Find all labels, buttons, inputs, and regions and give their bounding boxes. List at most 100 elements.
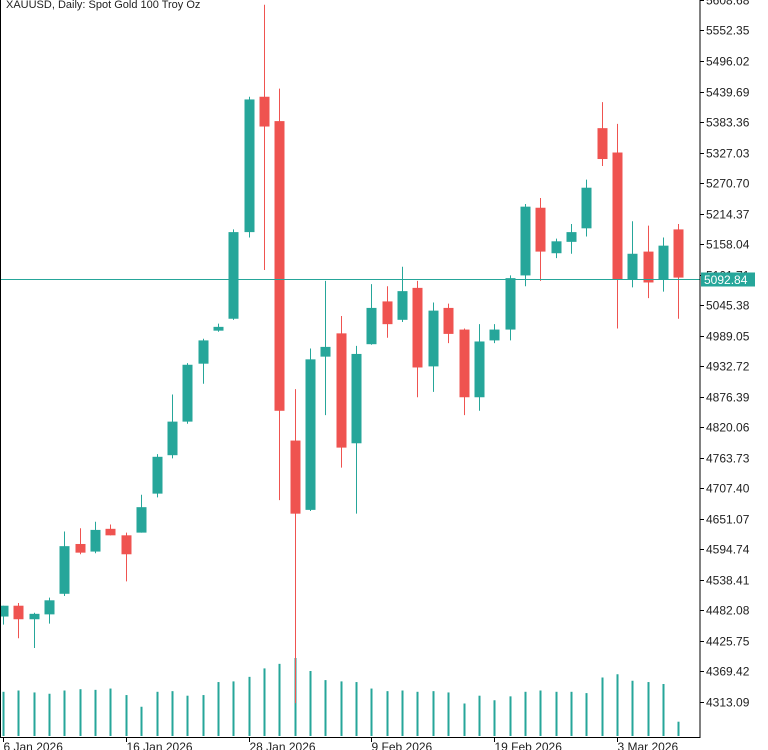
candle-body	[13, 605, 24, 620]
price-tick-label: 5439.69	[706, 86, 750, 100]
bull-candle[interactable]	[551, 238, 562, 259]
bull-candle[interactable]	[167, 394, 178, 459]
bear-candle[interactable]	[336, 316, 347, 468]
bull-candle[interactable]	[397, 266, 408, 322]
bull-candle[interactable]	[213, 323, 224, 332]
candle-body	[428, 310, 439, 367]
bull-candle[interactable]	[44, 597, 55, 624]
candle-body	[520, 206, 531, 276]
bull-candle[interactable]	[566, 223, 577, 254]
current-price-label: 5092.84	[701, 272, 755, 287]
bull-candle[interactable]	[90, 521, 101, 554]
time-axis[interactable]: 6 Jan 2026 16 Jan 2026 28 Jan 2026 9 Feb 20…	[3, 737, 679, 750]
bull-candle[interactable]	[474, 324, 485, 411]
candle-body	[121, 535, 132, 555]
price-tick-label: 5496.02	[706, 55, 750, 69]
bull-candle[interactable]	[658, 237, 669, 292]
price-tick-label: 5383.36	[706, 116, 750, 130]
candle-body	[228, 232, 239, 319]
bull-candle[interactable]	[320, 280, 331, 416]
bull-candle[interactable]	[29, 612, 40, 648]
candle-body	[136, 507, 147, 533]
bear-candle[interactable]	[612, 123, 623, 329]
bull-candle[interactable]	[520, 203, 531, 287]
bull-candle[interactable]	[305, 348, 316, 511]
bull-candle[interactable]	[244, 96, 255, 238]
candle-body	[320, 346, 331, 357]
bull-candle[interactable]	[505, 275, 516, 341]
time-tick-label: 6 Jan 2026	[4, 740, 64, 750]
price-tick-label: 5214.37	[706, 208, 750, 222]
bear-candle[interactable]	[412, 280, 423, 398]
price-tick-label: 5552.35	[706, 24, 750, 38]
candle-body	[44, 600, 55, 615]
price-tick-label: 4313.09	[706, 696, 750, 710]
bear-candle[interactable]	[643, 225, 654, 299]
bull-candle[interactable]	[0, 605, 9, 625]
bear-candle[interactable]	[443, 303, 454, 344]
bull-candle[interactable]	[366, 284, 377, 345]
candle-body	[105, 528, 116, 536]
price-tick-label: 4763.73	[706, 452, 750, 466]
bull-candle[interactable]	[581, 179, 592, 237]
bear-candle[interactable]	[105, 524, 116, 536]
candle-body	[290, 440, 301, 514]
bull-candle[interactable]	[136, 494, 147, 533]
bull-candle[interactable]	[228, 229, 239, 320]
candle-body	[213, 326, 224, 331]
bear-candle[interactable]	[673, 223, 684, 319]
price-tick-label: 5327.03	[706, 147, 750, 161]
bear-candle[interactable]	[75, 528, 86, 555]
candle-body	[474, 341, 485, 398]
price-axis[interactable]: 5608.68 5552.35 5496.02 5439.69 5383.36 5327.…	[700, 0, 750, 710]
bull-candle[interactable]	[198, 338, 209, 384]
bear-candle[interactable]	[121, 532, 132, 582]
bull-candle[interactable]	[59, 531, 70, 596]
price-tick-label: 5608.68	[706, 0, 750, 8]
bear-candle[interactable]	[535, 197, 546, 281]
bull-candle[interactable]	[627, 221, 638, 288]
bull-candle[interactable]	[428, 302, 439, 392]
bear-candle[interactable]	[597, 102, 608, 167]
bull-candle[interactable]	[152, 454, 163, 498]
candle-body	[0, 605, 9, 617]
bear-candle[interactable]	[382, 286, 393, 338]
candle-body	[382, 301, 393, 325]
price-tick-label: 4876.39	[706, 391, 750, 405]
candle-body	[75, 543, 86, 553]
bear-candle[interactable]	[459, 328, 470, 416]
price-tick-label: 5158.04	[706, 238, 750, 252]
price-tick-label: 4651.07	[706, 513, 750, 527]
candle-body	[412, 287, 423, 368]
candle-body	[366, 307, 377, 345]
bear-candle[interactable]	[13, 603, 24, 639]
candle-body	[581, 187, 592, 229]
time-tick-label: 9 Feb 2026	[372, 740, 433, 750]
candle-body	[29, 613, 40, 620]
bear-candle[interactable]	[290, 389, 301, 704]
price-tick-label: 4989.05	[706, 330, 750, 344]
candle-body	[244, 99, 255, 233]
candle-body	[673, 229, 684, 278]
candle-body	[305, 359, 316, 510]
bull-candle[interactable]	[351, 345, 362, 514]
bear-candle[interactable]	[274, 88, 285, 501]
time-tick-label: 3 Mar 2026	[618, 740, 679, 750]
candles	[0, 4, 684, 704]
candle-body	[351, 353, 362, 444]
candle-body	[658, 245, 669, 280]
candle-body	[336, 333, 347, 448]
price-tick-label: 4482.08	[706, 604, 750, 618]
candle-body	[627, 253, 638, 280]
candle-body	[182, 364, 193, 422]
svg-text:5092.84: 5092.84	[704, 273, 748, 287]
candle-body	[505, 278, 516, 330]
bear-candle[interactable]	[259, 4, 270, 271]
bull-candle[interactable]	[182, 363, 193, 424]
price-tick-label: 4425.75	[706, 635, 750, 649]
candle-body	[443, 307, 454, 334]
bull-candle[interactable]	[489, 324, 500, 344]
time-tick-label: 28 Jan 2026	[250, 740, 316, 750]
price-tick-label: 4594.74	[706, 543, 750, 557]
